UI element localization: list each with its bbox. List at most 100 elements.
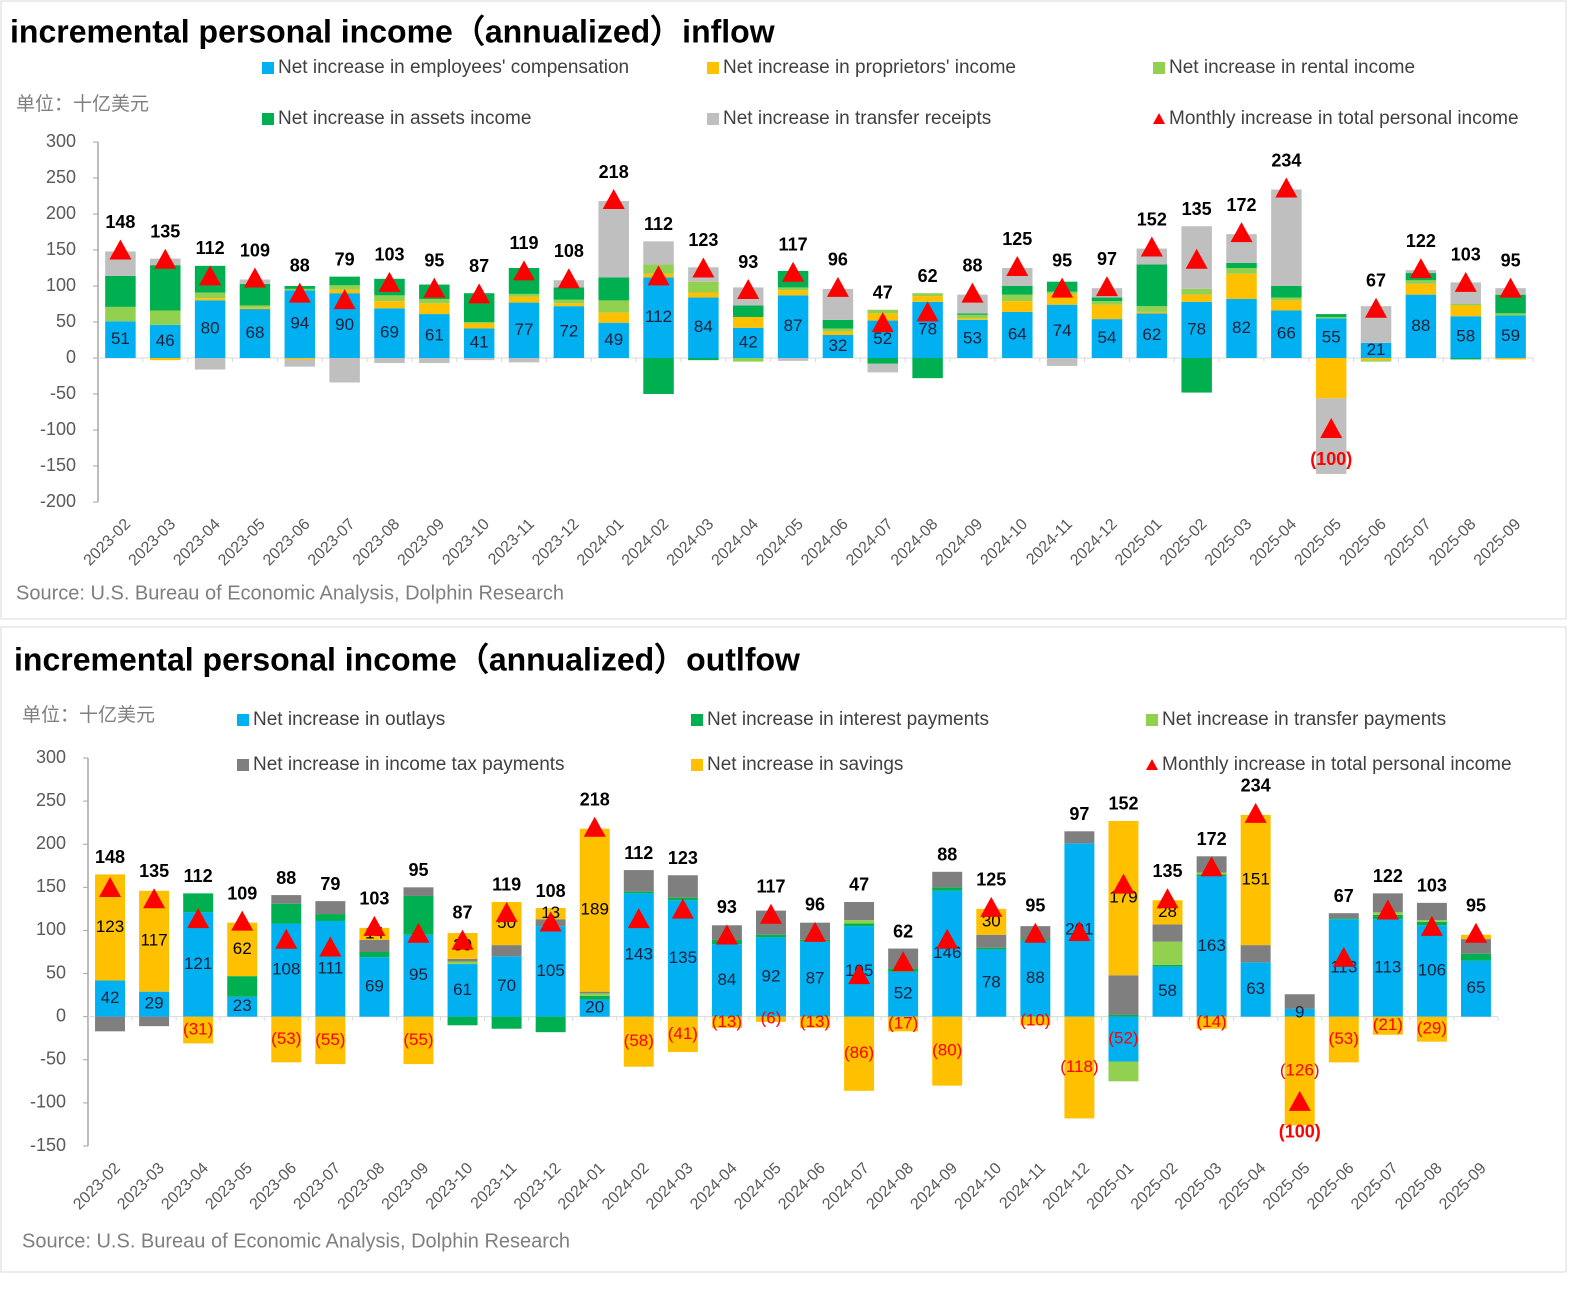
bar-segment [623,1016,654,1067]
total-marker [378,271,401,292]
bar-segment [1372,1016,1403,1035]
bar-segment [957,314,988,319]
bar-segment [1328,919,1359,1017]
bar-segment [183,893,214,913]
bar-segment [1136,306,1168,312]
bar-segment [508,296,540,303]
y-tick-label: 150 [46,239,76,259]
y-tick-label: -150 [40,455,76,475]
data-label: 94 [290,314,309,333]
total-label: 95 [1466,896,1486,916]
total-label: 112 [624,843,653,863]
total-marker [363,915,386,936]
y-tick-label: -50 [40,1049,66,1069]
bar-segment [271,903,302,924]
total-marker [627,908,650,929]
total-label: 88 [290,255,310,275]
total-label: 152 [1137,209,1167,229]
data-label: 68 [245,323,264,342]
total-label: 172 [1197,829,1227,849]
legend-marker [1146,759,1158,770]
bar-segment [150,324,181,358]
bar-segment [1002,294,1033,302]
data-label: 77 [515,320,534,339]
legend-label: Net increase in outlays [253,709,445,730]
data-label: (21) [1373,1015,1403,1034]
bar-segment [150,358,181,361]
bar-segment [139,991,170,1017]
bar-segment [150,310,181,325]
bar-segment [1328,913,1359,919]
bar-segment [688,358,719,361]
legend-swatch [262,113,274,125]
data-label: 163 [1197,936,1225,955]
bar-segment [1372,919,1403,1017]
legend-swatch [1153,62,1165,74]
bar-segment [239,309,271,358]
bar-segment [867,309,899,314]
data-label: 52 [894,984,913,1003]
total-label: 135 [1182,199,1212,219]
bar-segment [194,358,226,370]
bar-segment [95,980,126,1017]
data-label: 87 [784,316,803,335]
bar-segment [777,287,809,291]
y-tick-label: 200 [36,833,66,853]
bar-segment [463,323,495,329]
data-label: (14) [1196,1012,1226,1031]
bar-segment [508,302,540,358]
total-marker [1185,248,1208,269]
bar-segment [598,322,629,358]
data-label: 106 [1418,960,1446,979]
total-marker [671,898,694,919]
bar-segment [867,358,899,364]
bar-segment [912,293,943,297]
data-label: 105 [536,961,564,980]
bar-segment [1226,273,1257,299]
y-tick-label: -100 [30,1092,66,1112]
bar-segment [447,958,478,962]
bar-segment [1196,876,1227,1017]
total-marker [1288,1090,1311,1111]
bar-segment [508,358,540,363]
bar-segment [579,995,610,1000]
total-marker [1156,888,1179,909]
total-marker [1499,277,1522,298]
bar-segment [976,934,1007,948]
data-label: (80) [932,1041,962,1060]
total-marker [871,312,894,333]
bar-segment [957,313,988,315]
y-tick-label: 50 [46,962,66,982]
total-label: 172 [1226,195,1256,215]
bar-segment [732,305,764,317]
total-label: 88 [962,255,982,275]
total-label: 119 [492,875,521,895]
total-marker [916,301,939,322]
bar-segment [1020,1016,1051,1026]
bar-segment [284,359,316,367]
data-label: 62 [233,939,252,958]
bar-segment [1020,940,1051,1017]
bar-segment [315,1016,346,1065]
bar-segment [1240,962,1271,1017]
bar-segment [732,316,764,328]
total-marker [451,929,474,950]
bar-segment [1136,313,1168,358]
total-marker [1024,922,1047,943]
y-tick-label: -100 [40,419,76,439]
bar-segment [1046,293,1078,305]
bar-segment [667,875,698,898]
legend-swatch [1146,714,1158,726]
data-label: 113 [1374,957,1401,976]
data-label: 42 [101,988,120,1007]
legend-swatch [691,759,703,771]
bar-segment [447,964,478,1017]
total-label: 95 [1501,250,1521,270]
bar-segment [1108,975,1139,1015]
legend-label: Net increase in savings [707,754,903,775]
bar-segment [359,939,390,952]
bar-segment [447,1016,478,1026]
bar-segment [463,322,495,324]
bar-segment [535,1016,566,1033]
data-label: (53) [1329,1029,1359,1048]
